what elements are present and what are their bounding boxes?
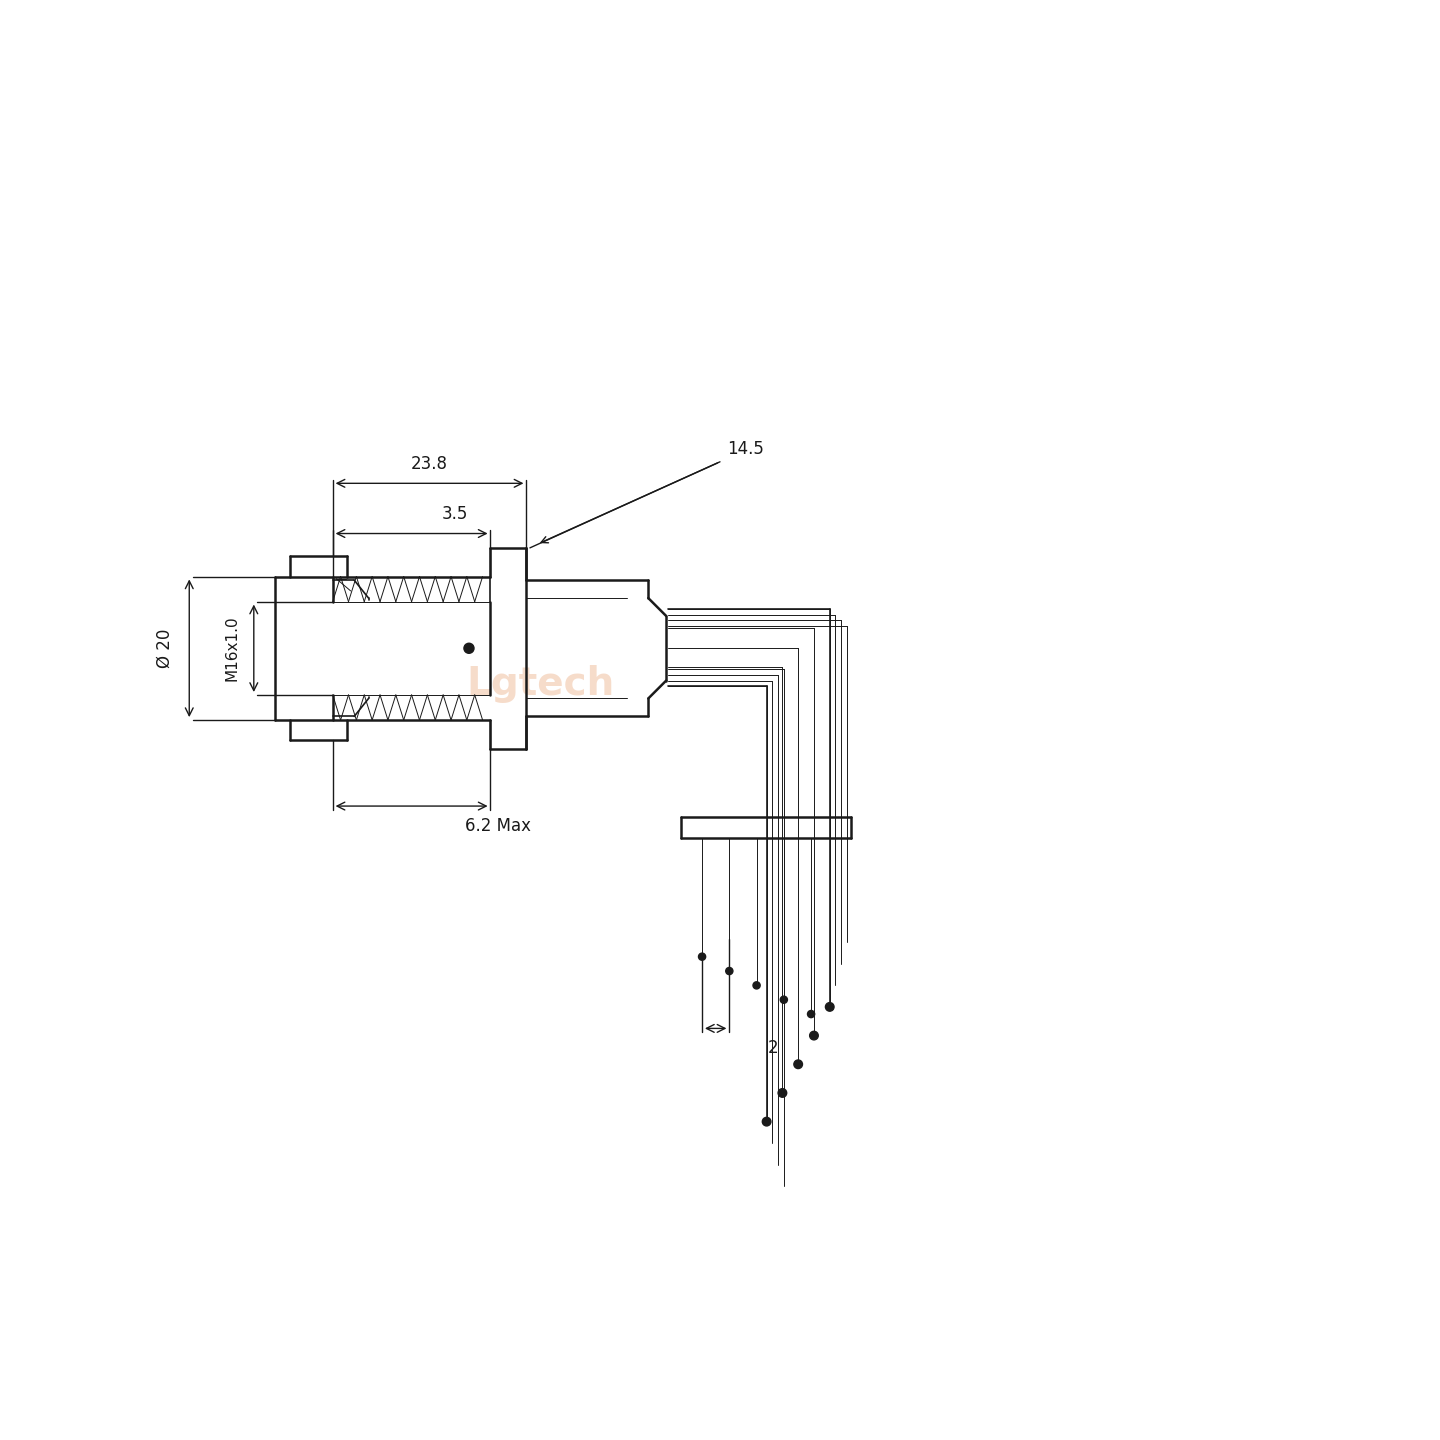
Circle shape [825,1002,834,1011]
Circle shape [778,1089,786,1097]
Text: 3.5: 3.5 [442,505,468,523]
Circle shape [464,644,474,654]
Text: 23.8: 23.8 [410,455,448,472]
Circle shape [809,1031,818,1040]
Circle shape [793,1060,802,1068]
Circle shape [808,1011,815,1018]
Text: 14.5: 14.5 [727,441,765,458]
Circle shape [698,953,706,960]
Circle shape [762,1117,770,1126]
Circle shape [780,996,788,1004]
Text: Ø 20: Ø 20 [156,629,173,668]
Circle shape [726,968,733,975]
Text: M16x1.0: M16x1.0 [225,615,240,681]
Text: 6.2 Max: 6.2 Max [465,816,531,835]
Text: Lgtech: Lgtech [467,665,615,703]
Text: 2: 2 [768,1040,779,1057]
Circle shape [753,982,760,989]
